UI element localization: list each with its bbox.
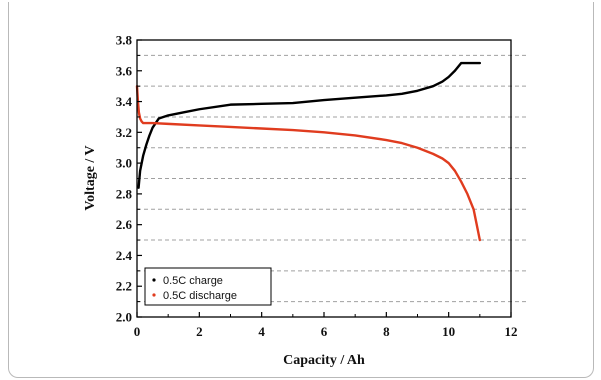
series-layer	[135, 61, 482, 242]
legend-marker-charge	[152, 278, 156, 282]
y-tick-label: 2.6	[116, 217, 133, 232]
x-tick-label: 4	[258, 324, 265, 339]
y-tick-label: 3.8	[116, 33, 133, 48]
series-line-discharge	[135, 84, 482, 242]
x-tick-label: 12	[505, 324, 518, 339]
series-line-charge	[137, 61, 482, 189]
grid-layer	[137, 54, 529, 303]
legend: 0.5C charge 0.5C discharge	[144, 267, 272, 306]
x-axis-title: Capacity / Ah	[283, 353, 365, 368]
y-tick-label: 3.6	[116, 63, 133, 78]
x-tick-label: 0	[134, 324, 141, 339]
x-tick-label: 2	[196, 324, 203, 339]
figure-frame	[8, 2, 594, 378]
y-tick-label: 2.4	[116, 248, 133, 263]
y-axis-title: Voltage / V	[83, 145, 98, 210]
x-tick-label: 10	[442, 324, 455, 339]
y-tick-label: 2.8	[116, 186, 133, 201]
y-tick-label: 3.4	[116, 94, 133, 109]
legend-label-discharge: 0.5C discharge	[163, 290, 237, 302]
y-tick-label: 3.2	[116, 125, 132, 140]
y-tick-label: 2.2	[116, 279, 132, 294]
tick-layer: 0 2 4 6 8 10 12 2.0 2.2 2.4 2.6 2.8 3.0 3.2 3.4 3.6 3.8	[116, 33, 518, 340]
y-tick-label: 2.0	[116, 310, 132, 325]
x-tick-label: 8	[383, 324, 390, 339]
y-tick-label: 3.0	[116, 156, 132, 171]
x-tick-label: 6	[321, 324, 328, 339]
legend-marker-discharge	[152, 293, 156, 297]
legend-box	[144, 267, 272, 306]
legend-label-charge: 0.5C charge	[163, 275, 223, 287]
